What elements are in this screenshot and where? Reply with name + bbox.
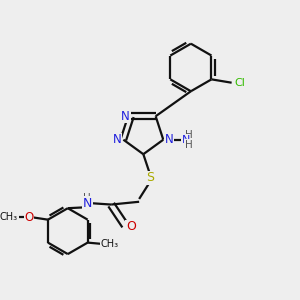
Text: O: O — [25, 211, 34, 224]
Text: CH₃: CH₃ — [101, 239, 119, 249]
Text: N: N — [113, 133, 122, 146]
Text: N: N — [121, 110, 129, 123]
Text: H: H — [184, 130, 192, 140]
Text: N: N — [165, 133, 174, 146]
Text: N: N — [182, 135, 190, 145]
Text: H: H — [184, 140, 192, 150]
Text: H: H — [83, 193, 90, 202]
Text: N: N — [83, 197, 92, 210]
Text: CH₃: CH₃ — [0, 212, 18, 222]
Text: Cl: Cl — [234, 78, 245, 88]
Text: S: S — [146, 172, 154, 184]
Text: O: O — [126, 220, 136, 233]
